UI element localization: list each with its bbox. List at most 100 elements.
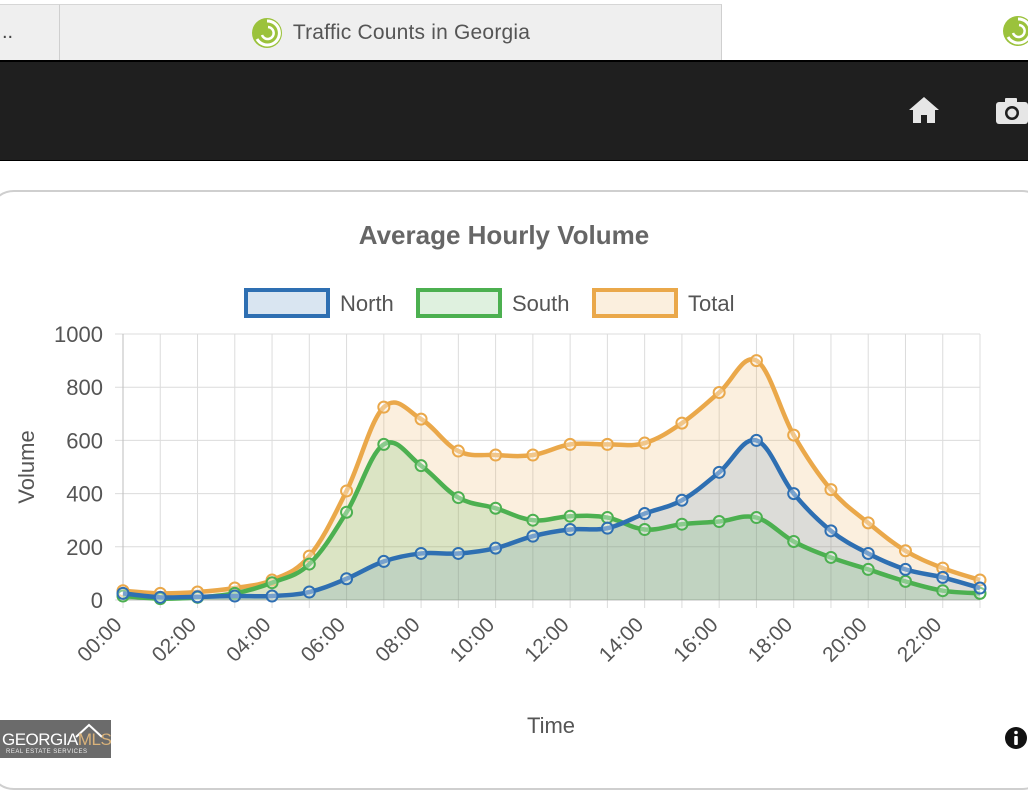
data-point-total — [675, 416, 689, 430]
data-point-south — [824, 550, 838, 564]
data-point-south — [675, 517, 689, 531]
data-point-south — [638, 523, 652, 537]
data-point-north — [451, 546, 465, 560]
data-point-north — [191, 590, 205, 604]
data-point-south — [340, 505, 354, 519]
legend-label-south: South — [512, 291, 570, 316]
legend-label-total: Total — [688, 291, 734, 316]
data-point-total — [340, 484, 354, 498]
data-point-total — [414, 412, 428, 426]
data-point-north — [489, 541, 503, 555]
y-tick-label: 400 — [66, 482, 103, 507]
data-point-total — [638, 436, 652, 450]
camera-icon[interactable] — [994, 92, 1028, 128]
data-point-total — [824, 483, 838, 497]
data-point-north — [116, 586, 130, 600]
x-tick-label: 06:00 — [297, 613, 350, 666]
x-tick-label: 14:00 — [595, 613, 648, 666]
data-point-north — [712, 465, 726, 479]
home-icon[interactable] — [906, 92, 942, 128]
data-point-south — [712, 515, 726, 529]
legend-swatch-south — [416, 288, 502, 318]
data-point-north — [228, 589, 242, 603]
data-point-north — [563, 523, 577, 537]
y-tick-label: 0 — [91, 588, 103, 613]
house-roof-icon — [75, 723, 103, 738]
data-point-south — [936, 584, 950, 598]
data-point-total — [563, 437, 577, 451]
series-area-north — [123, 440, 980, 600]
tab-bar: .. Traffic Counts in Georgia — [0, 0, 1028, 60]
y-axis-title: Volume — [14, 430, 39, 503]
data-point-south — [861, 562, 875, 576]
data-point-south — [489, 501, 503, 515]
toolbar — [0, 60, 1028, 161]
data-point-north — [936, 570, 950, 584]
series-line-north — [122, 437, 981, 600]
data-point-north — [526, 529, 540, 543]
data-point-south — [526, 513, 540, 527]
y-tick-label: 1000 — [54, 322, 103, 347]
y-tick-label: 600 — [66, 428, 103, 453]
x-tick-label: 00:00 — [73, 613, 126, 666]
data-point-south — [414, 459, 428, 473]
series-area-total — [123, 359, 980, 600]
x-tick-label: 12:00 — [520, 613, 573, 666]
y-tick-label: 200 — [66, 535, 103, 560]
series-line-south — [122, 440, 981, 601]
data-point-south — [265, 576, 279, 590]
x-tick-label: 04:00 — [222, 613, 275, 666]
site-logo-icon — [1003, 16, 1028, 46]
data-point-north — [861, 546, 875, 560]
data-point-south — [302, 557, 316, 571]
x-tick-label: 02:00 — [148, 613, 201, 666]
data-point-north — [377, 554, 391, 568]
data-point-north — [414, 546, 428, 560]
data-point-north — [675, 493, 689, 507]
tab-title: Traffic Counts in Georgia — [292, 20, 531, 44]
info-icon[interactable] — [1004, 726, 1028, 750]
data-point-total — [712, 386, 726, 400]
data-point-total — [526, 448, 540, 462]
x-tick-label: 20:00 — [818, 613, 871, 666]
data-point-north — [787, 487, 801, 501]
series-area-south — [123, 442, 980, 600]
data-point-south — [451, 491, 465, 505]
data-point-south — [377, 437, 391, 451]
data-point-total — [936, 561, 950, 575]
data-point-north — [153, 590, 167, 604]
georgia-mls-logo: GEORGIAMLS REAL ESTATE SERVICES — [0, 720, 112, 758]
tab-next[interactable] — [722, 4, 1028, 60]
data-point-north — [638, 507, 652, 521]
data-point-north — [749, 433, 763, 447]
x-tick-label: 10:00 — [446, 613, 499, 666]
data-point-total — [787, 428, 801, 442]
data-point-total — [861, 516, 875, 530]
site-logo-icon — [251, 17, 282, 48]
x-tick-label: 16:00 — [669, 613, 722, 666]
tab-previous-label: .. — [2, 21, 14, 43]
legend-label-north: North — [340, 291, 394, 316]
data-point-total — [600, 437, 614, 451]
data-point-south — [600, 511, 614, 525]
data-point-total — [451, 444, 465, 458]
data-point-north — [824, 524, 838, 538]
data-point-total — [898, 544, 912, 558]
tab-previous[interactable]: .. — [0, 4, 60, 60]
tab-active[interactable]: Traffic Counts in Georgia — [60, 4, 722, 60]
data-point-north — [898, 562, 912, 576]
data-point-north — [265, 589, 279, 603]
x-tick-label: 08:00 — [371, 613, 424, 666]
chart-title: Average Hourly Volume — [358, 220, 650, 250]
data-point-south — [898, 574, 912, 588]
x-tick-label: 18:00 — [744, 613, 797, 666]
data-point-total — [749, 354, 763, 368]
data-point-south — [787, 534, 801, 548]
x-axis-title: Time — [527, 713, 575, 738]
legend-swatch-total — [592, 288, 678, 318]
data-point-north — [973, 581, 987, 595]
data-point-total — [489, 448, 503, 462]
data-point-north — [340, 572, 354, 586]
data-point-south — [563, 509, 577, 523]
data-point-south — [749, 511, 763, 525]
